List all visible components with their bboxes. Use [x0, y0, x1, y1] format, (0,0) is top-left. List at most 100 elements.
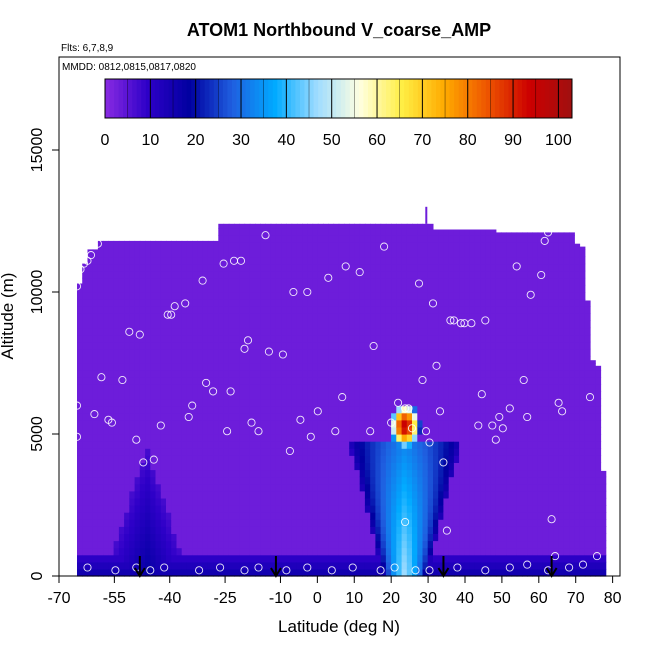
- heatmap-cell: [584, 568, 591, 577]
- heatmap-cell: [218, 448, 225, 456]
- heatmap-cell: [553, 256, 560, 265]
- heatmap-cell: [537, 370, 544, 378]
- heatmap-cell: [391, 455, 397, 463]
- heatmap-cell: [296, 547, 303, 556]
- heatmap-cell: [370, 277, 376, 286]
- heatmap-cell: [391, 519, 397, 527]
- heatmap-cell: [579, 398, 586, 407]
- heatmap-cell: [166, 526, 172, 534]
- heatmap-cell: [569, 497, 575, 506]
- track-point: [195, 566, 204, 575]
- heatmap-cell: [82, 519, 88, 527]
- heatmap-cell: [176, 526, 183, 534]
- heatmap-cell: [265, 412, 272, 421]
- heatmap-cell: [291, 540, 298, 549]
- heatmap-cell: [584, 476, 591, 485]
- heatmap-cell: [286, 497, 293, 506]
- heatmap-cell: [542, 249, 549, 258]
- heatmap-cell: [317, 455, 324, 463]
- heatmap-cell: [171, 327, 177, 336]
- heatmap-cell: [464, 284, 471, 293]
- heatmap-cell: [438, 398, 444, 407]
- heatmap-cell: [171, 363, 177, 371]
- heatmap-cell: [375, 235, 382, 243]
- heatmap-cell: [307, 568, 314, 577]
- heatmap-cell: [370, 519, 376, 527]
- heatmap-cell: [506, 355, 513, 364]
- heatmap-cell: [385, 561, 392, 570]
- heatmap-cell: [469, 434, 476, 442]
- heatmap-cell: [448, 554, 455, 563]
- heatmap-cell: [448, 391, 455, 400]
- heatmap-cell: [124, 483, 130, 492]
- heatmap-cell: [595, 540, 602, 549]
- heatmap-cell: [511, 235, 518, 243]
- heatmap-cell: [270, 327, 277, 336]
- heatmap-cell: [490, 547, 497, 556]
- heatmap-cell: [412, 370, 418, 378]
- track-point: [387, 418, 396, 427]
- heatmap-cell: [495, 455, 502, 463]
- heatmap-cell: [124, 490, 130, 499]
- heatmap-cell: [427, 256, 434, 265]
- heatmap-cell: [92, 426, 99, 435]
- heatmap-cell: [317, 540, 324, 549]
- heatmap-cell: [569, 469, 575, 478]
- heatmap-cell: [239, 462, 246, 471]
- heatmap-cell: [145, 441, 151, 449]
- heatmap-cell: [349, 483, 355, 492]
- heatmap-cell: [124, 363, 130, 371]
- heatmap-cell: [97, 505, 104, 513]
- heatmap-cell: [113, 476, 120, 485]
- heatmap-cell: [270, 426, 277, 435]
- heatmap-cell: [129, 412, 136, 421]
- heatmap-cell: [333, 547, 340, 556]
- heatmap-cell: [453, 476, 460, 485]
- heatmap-cell: [422, 348, 429, 357]
- heatmap-cell: [333, 568, 340, 577]
- heatmap-cell: [139, 483, 146, 492]
- heatmap-cell: [296, 223, 303, 229]
- heatmap-cell: [438, 384, 444, 392]
- heatmap-cell: [527, 554, 533, 563]
- heatmap-cell: [323, 377, 329, 385]
- heatmap-cell: [485, 505, 492, 513]
- heatmap-cell: [490, 384, 497, 392]
- heatmap-cell: [228, 412, 235, 421]
- heatmap-cell: [574, 327, 581, 336]
- heatmap-cell: [380, 384, 387, 392]
- heatmap-cell: [317, 412, 324, 421]
- heatmap-cell: [291, 469, 298, 478]
- heatmap-cell: [548, 313, 554, 321]
- heatmap-cell: [228, 334, 235, 343]
- heatmap-cell: [323, 235, 329, 243]
- heatmap-cell: [443, 554, 450, 563]
- heatmap-cell: [77, 483, 83, 492]
- heatmap-cell: [197, 348, 204, 357]
- heatmap-cell: [291, 377, 298, 385]
- heatmap-cell: [532, 426, 539, 435]
- heatmap-cell: [166, 377, 172, 385]
- heatmap-cell: [527, 320, 533, 329]
- heatmap-cell: [443, 270, 450, 279]
- heatmap-cell: [260, 256, 266, 265]
- heatmap-cell: [532, 412, 539, 421]
- heatmap-cell: [527, 462, 533, 471]
- heatmap-cell: [391, 497, 397, 506]
- heatmap-cell: [207, 561, 214, 570]
- heatmap-cell: [281, 490, 287, 499]
- heatmap-cell: [275, 490, 282, 499]
- heatmap-cell: [522, 320, 528, 329]
- heatmap-cell: [584, 512, 591, 520]
- heatmap-cell: [406, 370, 413, 378]
- heatmap-cell: [574, 341, 581, 350]
- heatmap-cell: [354, 448, 361, 456]
- heatmap-cell: [197, 490, 204, 499]
- track-point: [184, 412, 193, 422]
- heatmap-cell: [338, 313, 345, 321]
- heatmap-cell: [506, 313, 513, 321]
- heatmap-cell: [186, 306, 193, 314]
- heatmap-cell: [312, 391, 319, 400]
- heatmap-cell: [186, 476, 193, 485]
- heatmap-cell: [155, 242, 162, 250]
